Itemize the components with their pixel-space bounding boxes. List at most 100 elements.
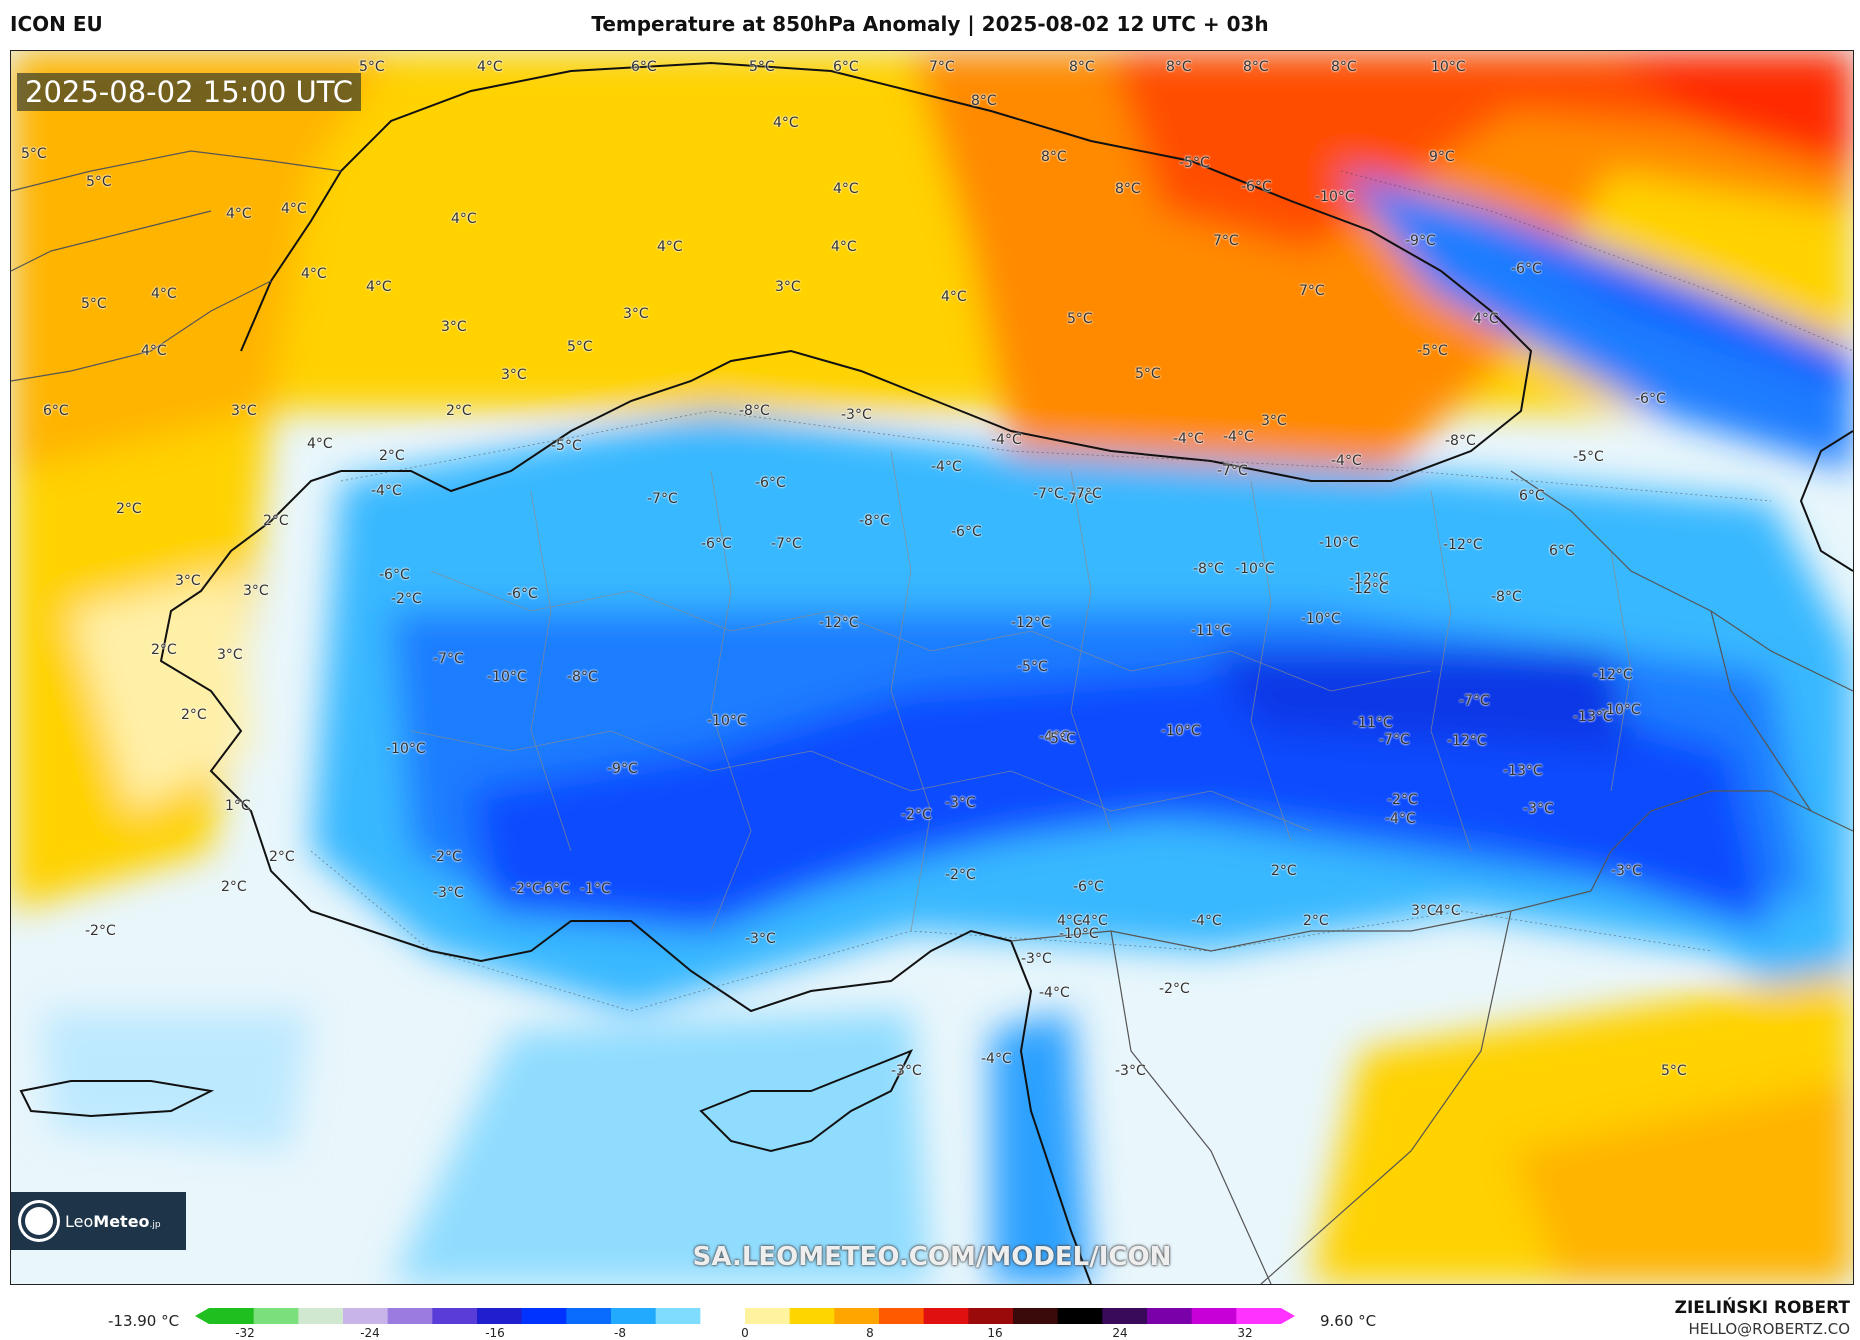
isotherm-label: -10°C — [1161, 723, 1201, 739]
isotherm-label: -1°C — [580, 881, 611, 897]
isotherm-label: 8°C — [1243, 59, 1269, 75]
isotherm-label: 6°C — [833, 59, 859, 75]
isotherm-label: -10°C — [1315, 189, 1355, 205]
isotherm-label: -2°C — [391, 591, 422, 607]
isotherm-label: -6°C — [1635, 391, 1666, 407]
isotherm-label: 5°C — [1067, 311, 1093, 327]
isotherm-label: 6°C — [1519, 488, 1545, 504]
isotherm-label: 5°C — [81, 296, 107, 312]
colorbar-cell — [1013, 1308, 1059, 1324]
colorbar-cell — [343, 1308, 389, 1324]
colorbar-right-arrow — [1281, 1308, 1295, 1324]
isotherm-label: -6°C — [1073, 879, 1104, 895]
isotherm-label: -4°C — [1039, 985, 1070, 1001]
isotherm-label: 3°C — [501, 367, 527, 383]
isotherm-label: -4°C — [981, 1051, 1012, 1067]
colorbar-min-label: -13.90 °C — [108, 1312, 180, 1330]
isotherm-label: -8°C — [739, 403, 770, 419]
isotherm-label: 5°C — [1661, 1063, 1687, 1079]
isotherm-label: -11°C — [1191, 623, 1231, 639]
map-panel[interactable]: 2025-08-02 15:00 UTC 5°C 4°C 6°C 5°C 6°C 7°C 8… — [10, 50, 1854, 1285]
isotherm-label: -3°C — [433, 885, 464, 901]
isotherm-label: -6°C — [507, 586, 538, 602]
isotherm-label: -5°C — [1017, 659, 1048, 675]
isotherm-label: 2°C — [263, 513, 289, 529]
isotherm-label: -7°C — [647, 491, 678, 507]
isotherm-label: -8°C — [859, 513, 890, 529]
isotherm-label: -7°C — [433, 651, 464, 667]
isotherm-label: 2°C — [221, 879, 247, 895]
isotherm-label: 5°C — [21, 146, 47, 162]
colorbar-cell — [789, 1308, 835, 1324]
isotherm-label: -3°C — [1611, 863, 1642, 879]
isotherm-label: -9°C — [607, 761, 638, 777]
sun-icon — [25, 1207, 53, 1235]
isotherm-label: -10°C — [1301, 611, 1341, 627]
isotherm-label: 4°C — [773, 115, 799, 131]
isotherm-label: -3°C — [945, 795, 976, 811]
isotherm-label: -2°C — [1387, 792, 1418, 808]
isotherm-label: 4°C — [226, 206, 252, 222]
isotherm-label: -12°C — [819, 615, 859, 631]
isotherm-label: -10°C — [386, 741, 426, 757]
isotherm-label: 7°C — [1213, 233, 1239, 249]
isotherm-label: -12°C — [1447, 733, 1487, 749]
colorbar-cell — [968, 1308, 1014, 1324]
isotherm-label: -7°C — [771, 536, 802, 552]
model-name: ICON EU — [10, 12, 103, 36]
isotherm-label: -2°C — [85, 923, 116, 939]
colorbar-cell — [655, 1308, 701, 1324]
isotherm-label: -3°C — [745, 931, 776, 947]
colorbar-cell — [432, 1308, 478, 1324]
isotherm-label: 6°C — [631, 59, 657, 75]
isotherm-label: -6°C — [379, 567, 410, 583]
isotherm-label: 9°C — [1429, 149, 1455, 165]
isotherm-label: -13°C — [1503, 763, 1543, 779]
isotherm-label: -6°C — [539, 881, 570, 897]
isotherm-label: 6°C — [43, 403, 69, 419]
colorbar-cell — [1191, 1308, 1237, 1324]
isotherm-label: 2°C — [379, 448, 405, 464]
isotherm-label: 5°C — [86, 174, 112, 190]
isotherm-label: -4°C — [1077, 913, 1108, 929]
isotherm-label: 3°C — [243, 583, 269, 599]
isotherm-label: -11°C — [1353, 715, 1393, 731]
isotherm-label: 6°C — [1549, 543, 1575, 559]
author-email[interactable]: HELLO@ROBERTZ.CO — [1688, 1320, 1850, 1338]
colorbar-cell — [1102, 1308, 1148, 1324]
isotherm-label: 2°C — [151, 642, 177, 658]
isotherm-label: -2°C — [901, 807, 932, 823]
isotherm-label: 8°C — [1041, 149, 1067, 165]
colorbar-tick-label: 8 — [866, 1326, 874, 1340]
isotherm-label: -7°C — [1459, 693, 1490, 709]
isotherm-label: -5°C — [1573, 449, 1604, 465]
isotherm-label: -6°C — [701, 536, 732, 552]
isotherm-label: -5°C — [1045, 731, 1076, 747]
isotherm-label: 4°C — [833, 181, 859, 197]
colorbar-cell — [834, 1308, 880, 1324]
isotherm-label: -7°C — [1379, 732, 1410, 748]
isotherm-label: 2°C — [1303, 913, 1329, 929]
colorbar-cell — [298, 1308, 344, 1324]
isotherm-label: 2°C — [269, 849, 295, 865]
isotherm-label: -4°C — [1385, 811, 1416, 827]
isotherm-label: -8°C — [1193, 561, 1224, 577]
colorbar-cell — [1147, 1308, 1193, 1324]
isotherm-label: -8°C — [1445, 433, 1476, 449]
leometeo-logo[interactable]: LeoMeteo.jp — [11, 1192, 186, 1250]
isotherm-label: -6°C — [951, 524, 982, 540]
colorbar-cell — [209, 1308, 255, 1324]
isotherm-label: -8°C — [567, 669, 598, 685]
isotherm-label: -4°C — [371, 483, 402, 499]
isotherm-label: 4°C — [941, 289, 967, 305]
colorbar-cell — [700, 1308, 746, 1324]
isotherm-label: 4°C — [657, 239, 683, 255]
author-name: ZIELIŃSKI ROBERT — [1674, 1298, 1850, 1318]
isotherm-label: -6°C — [1241, 179, 1272, 195]
isotherm-label: -12°C — [1593, 667, 1633, 683]
isotherm-label: -8°C — [1491, 589, 1522, 605]
isotherm-label: -2°C — [431, 849, 462, 865]
isotherm-label: -10°C — [707, 713, 747, 729]
isotherm-label: -5°C — [1179, 155, 1210, 171]
colorbar — [195, 1308, 1295, 1324]
